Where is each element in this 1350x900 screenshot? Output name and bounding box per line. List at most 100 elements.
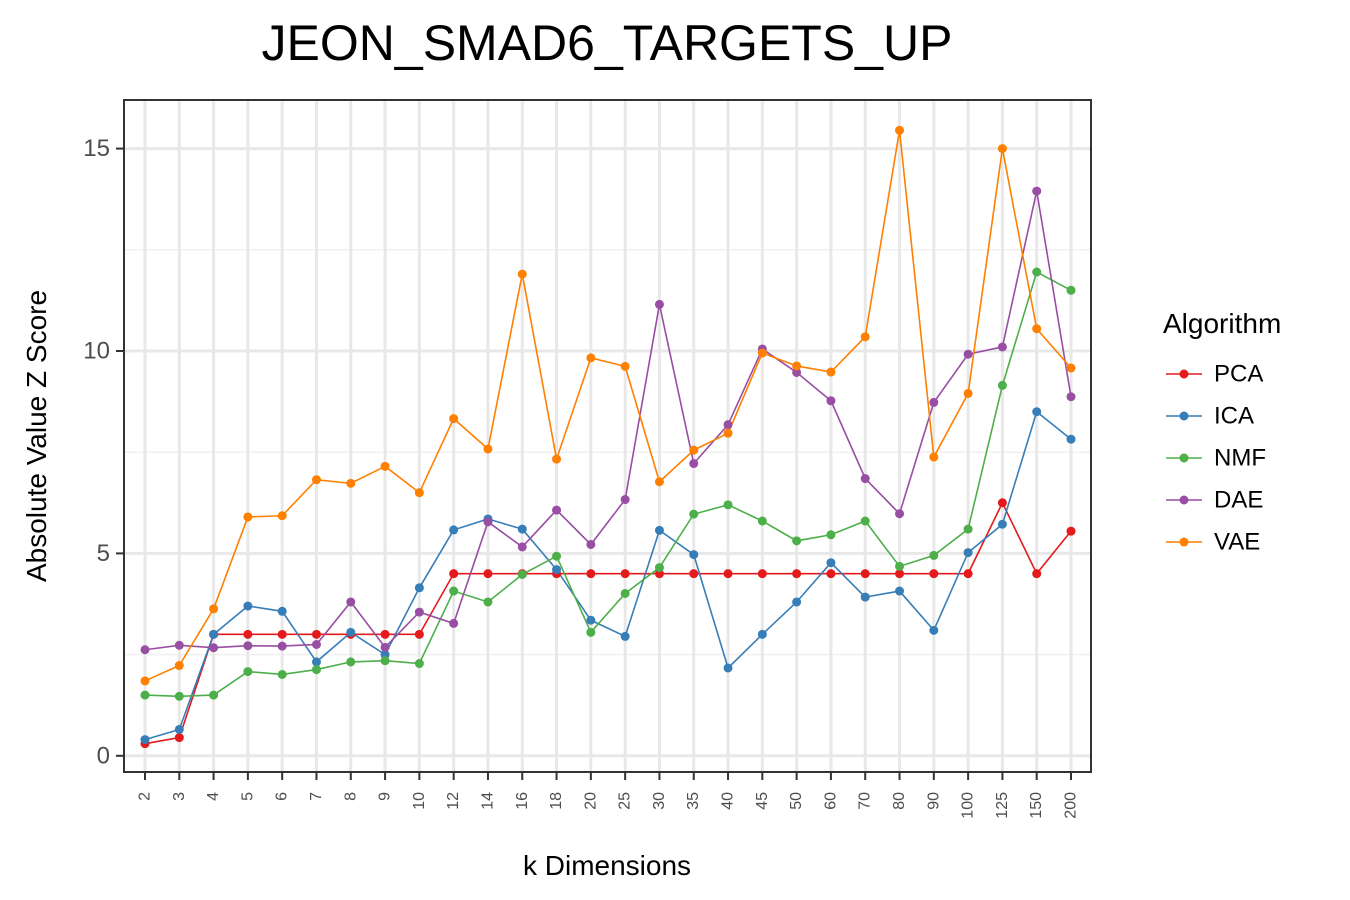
data-point-vae	[174, 661, 184, 671]
data-point-vae	[209, 604, 219, 614]
plot-panel-border	[123, 99, 1092, 773]
legend-key-point-nmf	[1179, 453, 1189, 463]
data-point-vae	[757, 348, 767, 358]
data-point-vae	[346, 478, 356, 488]
x-tick-label: 12	[445, 792, 462, 810]
data-point-dae	[174, 640, 184, 650]
legend-label-dae: DAE	[1214, 487, 1263, 514]
data-point-dae	[929, 397, 939, 407]
data-point-pca	[792, 569, 802, 579]
data-point-nmf	[654, 563, 664, 573]
data-point-nmf	[792, 536, 802, 546]
data-point-dae	[449, 618, 459, 628]
data-point-vae	[517, 269, 527, 279]
data-point-dae	[1066, 392, 1076, 402]
data-point-vae	[311, 475, 321, 485]
data-point-dae	[1032, 186, 1042, 196]
data-point-ica	[517, 524, 527, 534]
legend-label-nmf: NMF	[1214, 445, 1266, 472]
data-point-vae	[414, 488, 424, 498]
x-tick-label: 70	[857, 792, 874, 810]
y-tick-label: 10	[83, 337, 110, 364]
data-point-dae	[997, 342, 1007, 352]
plot-background	[124, 100, 1091, 772]
data-point-vae	[380, 461, 390, 471]
data-point-dae	[552, 505, 562, 515]
data-point-pca	[689, 569, 699, 579]
x-tick-label: 90	[925, 792, 942, 810]
x-tick-label: 50	[788, 792, 805, 810]
data-point-vae	[654, 477, 664, 487]
data-point-vae	[483, 444, 493, 454]
data-point-vae	[586, 353, 596, 363]
data-point-vae	[895, 125, 905, 135]
series-lines	[144, 130, 1072, 745]
data-point-nmf	[723, 500, 733, 510]
data-point-dae	[654, 299, 664, 309]
data-point-ica	[860, 592, 870, 602]
data-point-ica	[963, 548, 973, 558]
data-point-nmf	[552, 551, 562, 561]
data-point-vae	[1066, 363, 1076, 373]
x-tick-label: 40	[720, 792, 737, 810]
data-point-nmf	[929, 550, 939, 560]
data-point-dae	[620, 495, 630, 505]
data-point-nmf	[414, 659, 424, 669]
data-point-dae	[277, 641, 287, 651]
data-point-dae	[895, 509, 905, 519]
data-point-vae	[792, 361, 802, 371]
data-point-vae	[449, 414, 459, 424]
x-tick-label: 200	[1063, 792, 1080, 819]
data-point-pca	[586, 569, 596, 579]
data-point-nmf	[1032, 267, 1042, 277]
data-point-nmf	[997, 380, 1007, 390]
x-tick-label: 60	[822, 792, 839, 810]
data-point-nmf	[963, 524, 973, 534]
series-line-nmf	[144, 270, 1072, 698]
data-point-nmf	[311, 665, 321, 675]
x-tick-label: 100	[960, 792, 977, 819]
data-point-vae	[929, 452, 939, 462]
legend-label-ica: ICA	[1214, 403, 1254, 430]
data-point-pca	[1066, 526, 1076, 536]
data-point-nmf	[689, 509, 699, 519]
data-point-ica	[449, 525, 459, 535]
data-point-nmf	[140, 690, 150, 700]
x-tick-label: 10	[411, 792, 428, 810]
chart-title: JEON_SMAD6_TARGETS_UP	[261, 15, 953, 71]
data-point-pca	[963, 569, 973, 579]
data-point-vae	[826, 367, 836, 377]
x-tick-label: 16	[514, 792, 531, 810]
data-point-ica	[243, 601, 253, 611]
x-tick-labels: 2 3 4 5 6 7 8 9 10 12 14 16 18 20 25 30 35 40 45 50 60 70 80 90…	[137, 792, 1080, 819]
x-tick-label: 45	[754, 792, 771, 810]
data-point-ica	[757, 629, 767, 639]
data-point-ica	[895, 586, 905, 596]
data-point-ica	[1066, 434, 1076, 444]
data-point-nmf	[1066, 285, 1076, 295]
data-point-vae	[243, 512, 253, 522]
data-point-ica	[689, 550, 699, 560]
series-line-pca	[144, 500, 1072, 745]
data-point-pca	[929, 569, 939, 579]
data-point-ica	[140, 735, 150, 745]
data-point-pca	[243, 629, 253, 639]
data-point-pca	[826, 569, 836, 579]
data-point-pca	[997, 498, 1007, 508]
data-point-dae	[826, 396, 836, 406]
legend-label-pca: PCA	[1214, 361, 1263, 388]
data-point-ica	[552, 565, 562, 575]
x-axis-title: k Dimensions	[523, 850, 691, 881]
series-line-ica	[144, 410, 1072, 741]
axis-ticks	[116, 147, 1072, 780]
data-point-nmf	[757, 516, 767, 526]
x-tick-label: 4	[205, 792, 222, 801]
data-point-ica	[723, 663, 733, 673]
series-line-vae	[144, 130, 1072, 682]
legend-label-vae: VAE	[1214, 529, 1260, 556]
x-tick-label: 2	[137, 792, 154, 801]
data-point-nmf	[380, 656, 390, 666]
legend-key-point-dae	[1179, 495, 1189, 505]
x-tick-label: 8	[342, 792, 359, 801]
series-points	[140, 125, 1076, 749]
